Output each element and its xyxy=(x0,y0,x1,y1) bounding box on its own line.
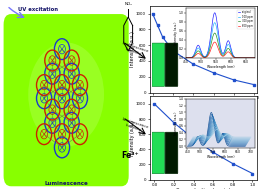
Text: Luminescence
Intensity: Luminescence Intensity xyxy=(120,42,149,58)
Text: Fe³⁺: Fe³⁺ xyxy=(121,151,139,160)
Text: UV excitation: UV excitation xyxy=(18,7,58,12)
Y-axis label: Intensity (a.u.): Intensity (a.u.) xyxy=(130,120,135,156)
Text: NO₂: NO₂ xyxy=(124,2,132,6)
Text: Luminescence: Luminescence xyxy=(44,181,88,186)
Ellipse shape xyxy=(28,43,104,146)
Y-axis label: Intensity (a.u.): Intensity (a.u.) xyxy=(130,31,135,67)
X-axis label: Concentration (equiv.): Concentration (equiv.) xyxy=(176,188,231,189)
X-axis label: Concentration (ppm): Concentration (ppm) xyxy=(178,101,229,106)
Text: Luminescence
Intensity: Luminescence Intensity xyxy=(120,117,149,134)
FancyBboxPatch shape xyxy=(3,13,129,187)
